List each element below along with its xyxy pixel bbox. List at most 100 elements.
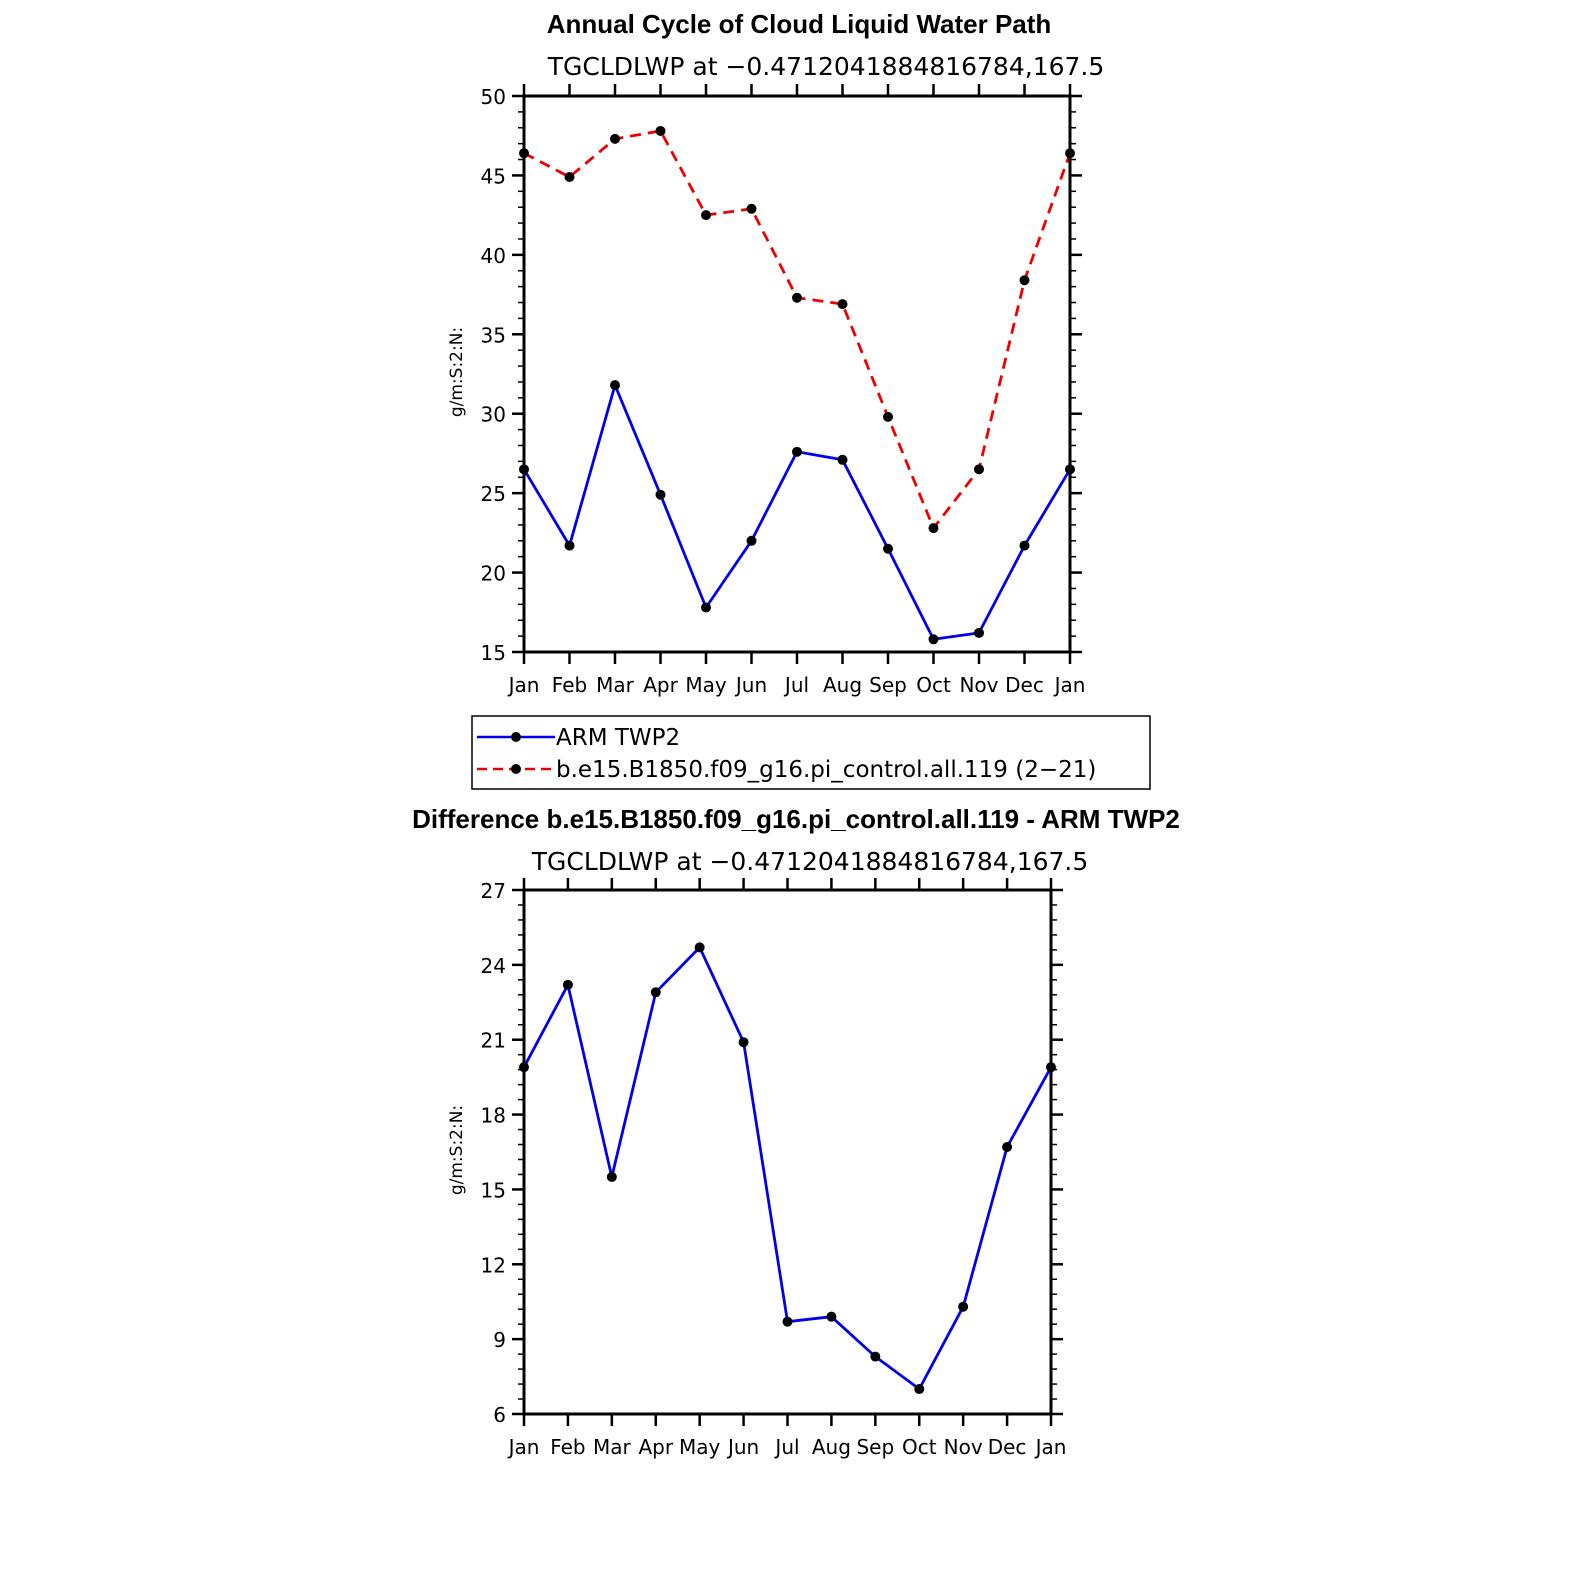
data-point [837,454,848,465]
y-tick-label: 20 [481,562,506,586]
data-point [974,627,984,638]
data-point [746,535,757,546]
y-tick-label: 12 [481,1253,506,1277]
legend-marker-arm [511,732,521,742]
data-point [914,1384,925,1395]
data-point [928,634,939,645]
x-tick-labels: Jan Feb Mar Apr May Jun Jul Aug Sep Oct Nov Dec Jan [507,1435,1067,1459]
x-tick-label: Jan [507,1435,540,1459]
data-point [650,987,661,998]
y-tick-label: 24 [481,954,506,978]
x-tick-label: Oct [916,673,951,697]
data-point [883,543,893,554]
data-point [610,380,620,391]
x-tick-label: Jan [1053,673,1086,697]
series-line [523,129,1072,530]
y-tick-label: 18 [481,1104,506,1128]
data-point [610,133,620,144]
data-point [883,411,893,422]
data-point [694,942,705,953]
y-tick-labels: 6 9 12 15 18 21 24 27 [481,879,506,1427]
x-tick-label: Mar [596,673,635,697]
data-point [837,299,848,310]
series-group [519,125,1075,645]
y-tick-label: 25 [481,482,506,506]
data-point [606,1171,617,1182]
chart-subtitle: TGCLDLWP at −0.4712041884816784,167.5 [531,847,1089,876]
y-axis-label: g/m:S:2:N: [447,327,467,417]
x-tick-label: Jan [1034,1435,1067,1459]
data-point [701,210,711,221]
y-tick-label: 40 [481,244,506,268]
x-tick-label: Jul [783,673,809,697]
y-tick-label: 15 [481,1178,506,1202]
x-tick-label: Sep [869,673,907,697]
series-line [522,383,1072,641]
ticks-group [512,878,1063,1426]
data-point [1019,275,1030,286]
legend-label-model: b.e15.B1850.f09_g16.pi_control.all.119 (… [556,757,1096,783]
data-point [564,540,575,551]
data-point [562,979,573,990]
x-tick-label: Jan [507,673,540,697]
x-tick-label: Feb [552,673,587,697]
y-tick-label: 45 [481,164,506,188]
data-point [928,523,939,534]
x-tick-labels: Jan Feb Mar Apr May Jun Jul Aug Sep Oct Nov Dec Jan [507,673,1086,697]
x-tick-label: Jun [726,1435,759,1459]
data-point [826,1311,837,1322]
y-tick-label: 9 [493,1328,506,1352]
legend-marker-model [511,764,521,774]
data-point [974,464,984,475]
x-tick-label: Jul [773,1435,799,1459]
data-point [701,602,711,613]
chart-title: Difference b.e15.B1850.f09_g16.pi_contro… [412,804,1180,834]
data-point [782,1316,793,1327]
x-tick-label: Dec [988,1435,1027,1459]
x-tick-label: Mar [593,1435,632,1459]
y-tick-label: 21 [481,1029,506,1053]
chart-title: Annual Cycle of Cloud Liquid Water Path [547,9,1052,39]
y-tick-label: 27 [481,879,506,903]
chart-subtitle: TGCLDLWP at −0.4712041884816784,167.5 [547,52,1105,81]
x-tick-label: May [679,1435,721,1459]
data-point [738,1037,749,1048]
y-tick-label: 50 [481,85,506,109]
x-tick-label: Aug [812,1435,851,1459]
y-tick-label: 15 [481,641,506,665]
x-tick-label: Nov [959,673,998,697]
y-tick-label: 6 [493,1403,506,1427]
plot-frame [522,94,1072,654]
x-tick-label: Dec [1005,673,1044,697]
y-tick-label: 30 [481,403,506,427]
x-tick-label: Apr [643,673,678,697]
ticks-group [512,84,1082,664]
legend-box [471,715,1151,790]
chart-difference: Difference b.e15.B1850.f09_g16.pi_contro… [412,804,1180,1459]
y-tick-label: 35 [481,323,506,347]
data-point [792,446,802,457]
x-tick-label: Jun [734,673,767,697]
data-point [655,489,666,500]
series-group [519,942,1056,1395]
x-tick-label: Oct [902,1435,937,1459]
x-tick-label: Apr [638,1435,673,1459]
data-point [655,125,666,136]
legend: ARM TWP2 b.e15.B1850.f09_g16.pi_control.… [471,715,1151,790]
x-tick-label: Nov [944,1435,983,1459]
data-point [746,203,757,214]
chart-annual-cycle: Annual Cycle of Cloud Liquid Water Path … [447,9,1104,697]
data-point [1002,1142,1013,1153]
data-point [870,1351,881,1362]
x-tick-label: Aug [823,673,862,697]
legend-label-arm: ARM TWP2 [556,725,680,751]
x-tick-label: Feb [550,1435,585,1459]
x-tick-label: May [685,673,727,697]
data-point [1019,540,1030,551]
data-point [792,292,802,303]
plot-frame [522,888,1053,1416]
data-point [564,172,575,183]
y-tick-labels: 15 20 25 30 35 40 45 50 [481,85,506,665]
data-point [958,1301,969,1312]
